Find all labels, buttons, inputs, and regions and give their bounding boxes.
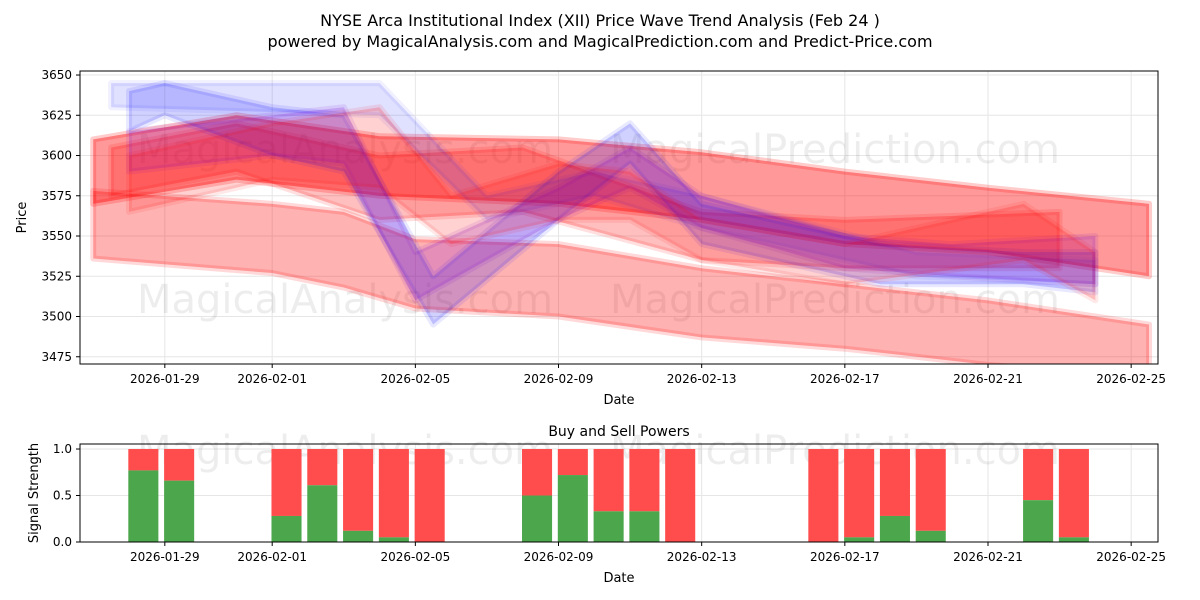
y-tick-label: 3575 (41, 189, 72, 203)
watermark: MagicalAnalysis.com (137, 127, 553, 173)
price-band-red (126, 104, 1099, 304)
sell-bar (343, 449, 374, 531)
x-axis-label: Date (603, 571, 634, 586)
sell-bar (522, 449, 553, 496)
buy-bar (1058, 537, 1089, 542)
buy-bar (844, 537, 875, 542)
watermark: MagicalPrediction.com (610, 127, 1060, 173)
x-tick-label: 2026-01-29 (130, 550, 200, 564)
x-tick-label: 2026-02-01 (237, 550, 307, 564)
sell-bar (271, 449, 302, 516)
buy-bar (343, 530, 374, 542)
buy-bar (1023, 500, 1054, 542)
chart-title: NYSE Arca Institutional Index (XII) Pric… (320, 11, 880, 30)
x-tick-label: 2026-02-05 (380, 372, 450, 386)
x-tick-label: 2026-02-25 (1096, 550, 1166, 564)
x-tick-label: 2026-02-17 (810, 550, 880, 564)
buy-bar (593, 511, 624, 542)
price-band-purple (126, 104, 1099, 304)
y-tick-label: 3550 (41, 229, 72, 243)
buy-bar (557, 475, 588, 542)
y-axis-label: Price (15, 202, 30, 234)
price-band-red (90, 112, 1153, 280)
sell-bar (414, 449, 445, 542)
price-band-blue (108, 80, 1099, 288)
plot-frame (79, 443, 1159, 543)
sell-bar (1058, 449, 1089, 538)
x-tick-label: 2026-02-13 (667, 372, 737, 386)
sell-bar (1023, 449, 1054, 501)
buy-bar (915, 530, 946, 542)
sell-bar (378, 449, 409, 538)
y-tick-label: 0.5 (53, 489, 72, 503)
sell-bar (808, 449, 839, 542)
buy-bar (164, 480, 195, 542)
sell-bar (307, 449, 338, 486)
sell-bar (844, 449, 875, 538)
buy-bar (271, 515, 302, 542)
x-tick-label: 2026-02-21 (953, 550, 1023, 564)
sell-bar (128, 449, 159, 471)
y-tick-label: 3525 (41, 269, 72, 283)
price-band-red (108, 120, 1063, 272)
price-band-red (90, 187, 1153, 364)
x-tick-label: 2026-02-01 (237, 372, 307, 386)
x-tick-label: 2026-02-25 (1096, 372, 1166, 386)
buy-sell-plot: MagicalAnalysis.comMagicalPrediction.com… (27, 424, 1166, 586)
subplot-title: Buy and Sell Powers (548, 424, 689, 440)
y-tick-label: 1.0 (53, 442, 72, 456)
x-tick-label: 2026-01-29 (130, 372, 200, 386)
bands (90, 80, 1153, 364)
x-tick-label: 2026-02-13 (667, 550, 737, 564)
y-tick-label: 3650 (41, 68, 72, 82)
y-tick-label: 0.0 (53, 535, 72, 549)
buy-bar (879, 515, 910, 542)
buy-bar (128, 470, 159, 542)
x-tick-label: 2026-02-21 (953, 372, 1023, 386)
sell-bar (879, 449, 910, 516)
y-tick-label: 3625 (41, 108, 72, 122)
price-band-blue (126, 80, 1099, 328)
sell-bar (629, 449, 660, 512)
watermark: MagicalPrediction.com (610, 277, 1060, 323)
y-tick-label: 3475 (41, 350, 72, 364)
y-axis-label: Signal Strength (27, 443, 42, 543)
watermark: MagicalAnalysis.com (137, 277, 553, 323)
buy-bar (629, 511, 660, 542)
price-plot: MagicalAnalysis.com MagicalPrediction.com… (15, 68, 1166, 408)
x-tick-label: 2026-02-05 (380, 550, 450, 564)
x-tick-label: 2026-02-17 (810, 372, 880, 386)
buy-bar (378, 537, 409, 542)
sell-bar (593, 449, 624, 512)
buy-bar (522, 495, 553, 542)
x-tick-label: 2026-02-09 (524, 372, 594, 386)
chart-subtitle: powered by MagicalAnalysis.com and Magic… (267, 32, 932, 51)
y-tick-label: 3600 (41, 149, 72, 163)
sell-bar (915, 449, 946, 531)
y-tick-label: 3500 (41, 310, 72, 324)
sell-bar (557, 449, 588, 476)
buy-bar (307, 485, 338, 542)
sell-bar (164, 449, 195, 481)
x-tick-label: 2026-02-09 (524, 550, 594, 564)
sell-bar (665, 449, 696, 542)
x-axis-label: Date (603, 393, 634, 408)
plot-frame (79, 70, 1159, 365)
